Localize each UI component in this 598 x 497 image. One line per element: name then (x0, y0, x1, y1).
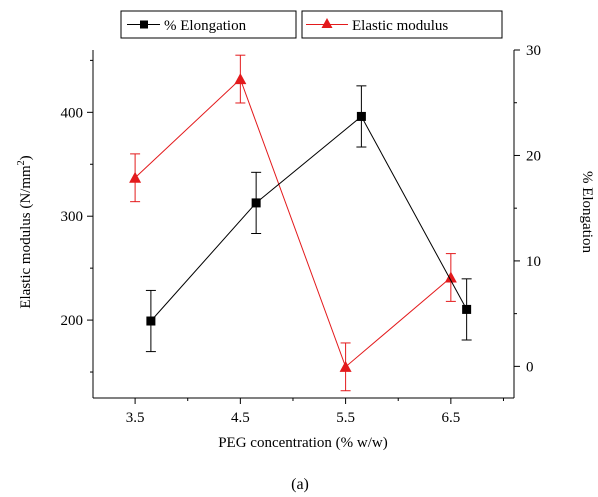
data-point-triangle (234, 73, 247, 85)
legend-box-elongation (120, 10, 297, 39)
y-right-tick-label: 30 (526, 43, 541, 59)
data-point-triangle (444, 271, 457, 283)
data-point-square (356, 111, 366, 121)
legend-label-elongation: % Elongation (164, 18, 247, 34)
series-line (150, 115, 468, 322)
x-tick-label: 4.5 (231, 410, 250, 426)
data-point-triangle (339, 360, 352, 372)
y-right-tick-label: 10 (526, 254, 541, 270)
legend-square-marker (140, 20, 148, 29)
legend-box-modulus (301, 10, 503, 39)
data-point-square (462, 304, 472, 314)
series-elastic-modulus (129, 54, 457, 392)
y-right-tick-label: 20 (526, 148, 541, 164)
y-left-tick-label: 200 (61, 313, 84, 329)
legend-label-modulus: Elastic modulus (352, 18, 448, 34)
y-left-tick-label: 400 (61, 105, 84, 121)
series-line (134, 78, 452, 368)
y-axis-left-label: Elastic modulus (N/mm2) (16, 155, 34, 308)
legend: % Elongation Elastic modulus (120, 10, 503, 39)
data-point-triangle (129, 171, 142, 183)
y-axis-right-label: % Elongation (579, 171, 595, 254)
ticks: 3.5 4.5 5.5 6.5 200 300 400 0 10 20 30 (61, 43, 542, 426)
x-tick-label: 3.5 (126, 410, 145, 426)
data-point-square (146, 316, 156, 326)
x-tick-label: 6.5 (441, 410, 460, 426)
x-axis-label: PEG concentration (% w/w) (218, 435, 388, 451)
legend-triangle-marker (321, 18, 333, 28)
figure-caption: (a) (291, 476, 309, 493)
x-tick-label: 5.5 (336, 410, 355, 426)
y-left-tick-label: 300 (61, 209, 84, 225)
series-elongation (145, 85, 472, 353)
y-right-tick-label: 0 (526, 359, 534, 375)
data-point-square (251, 198, 261, 208)
series-group (129, 54, 472, 392)
